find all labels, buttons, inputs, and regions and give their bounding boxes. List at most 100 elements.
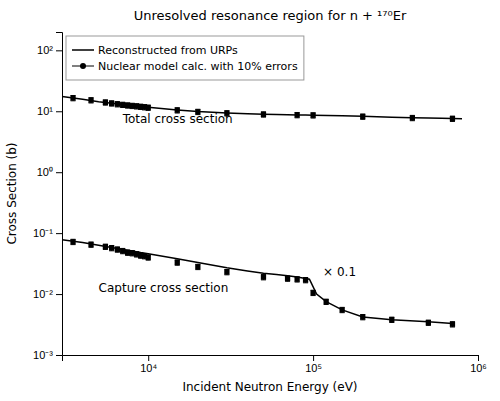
y-tick-mark xyxy=(56,355,62,356)
data-point xyxy=(109,245,114,250)
data-point xyxy=(261,112,266,117)
data-point xyxy=(261,274,266,279)
error-bar xyxy=(115,102,120,107)
error-bar xyxy=(389,317,394,322)
legend: Reconstructed from URPsNuclear model cal… xyxy=(66,36,304,80)
error-bar xyxy=(195,264,200,269)
data-point xyxy=(450,322,455,327)
error-bar xyxy=(125,250,130,255)
data-point xyxy=(115,101,120,106)
error-bar xyxy=(89,242,94,247)
data-point xyxy=(450,116,455,121)
error-bar xyxy=(146,255,151,260)
error-bar xyxy=(295,277,300,282)
error-bar xyxy=(109,245,114,250)
error-bar xyxy=(295,112,300,117)
y-tick: 10⁻² xyxy=(33,288,62,300)
data-point xyxy=(88,242,93,247)
x-tick: 10⁴ xyxy=(140,355,157,374)
x-tick: 10⁶ xyxy=(470,355,487,374)
y-tick-label: 10⁻² xyxy=(33,288,53,300)
x-tick: 10⁵ xyxy=(305,355,322,374)
legend-box xyxy=(66,36,304,80)
error-bar xyxy=(324,299,329,304)
data-point xyxy=(310,113,315,118)
data-point xyxy=(146,105,151,110)
data-point xyxy=(294,277,299,282)
data-point xyxy=(115,247,120,252)
data-point xyxy=(389,317,394,322)
error-bar xyxy=(450,322,455,327)
error-bar xyxy=(261,275,266,280)
error-bar xyxy=(311,113,316,118)
legend-label: Nuclear model calc. with 10% errors xyxy=(98,60,298,73)
data-point xyxy=(88,98,93,103)
data-point xyxy=(109,101,114,106)
y-tick: 10⁰ xyxy=(37,166,62,178)
error-bar xyxy=(426,320,431,325)
data-point xyxy=(120,102,125,107)
annotation: Capture cross section xyxy=(99,281,229,295)
y-tick: 10² xyxy=(37,44,62,56)
y-tick-label: 10⁻³ xyxy=(33,349,53,361)
data-point xyxy=(360,114,365,119)
error-bar xyxy=(311,290,316,295)
legend-symbol xyxy=(72,49,94,51)
annotations: Total cross section Capture cross section… xyxy=(99,112,356,295)
data-point xyxy=(294,112,299,117)
error-bar xyxy=(103,100,108,105)
error-bar xyxy=(360,114,365,119)
y-tick: 10⁻¹ xyxy=(33,227,62,239)
y-tick: 10⁻³ xyxy=(33,349,62,361)
x-tick-mark xyxy=(148,355,149,361)
data-point xyxy=(310,290,315,295)
y-tick: 10¹ xyxy=(37,105,62,117)
error-bar xyxy=(360,315,365,320)
error-bar xyxy=(125,103,130,108)
data-point xyxy=(224,269,229,274)
x-tick-label: 10⁵ xyxy=(305,362,322,374)
error-bar xyxy=(120,102,125,107)
error-bar xyxy=(340,307,345,312)
x-tick-label: 10⁶ xyxy=(470,362,487,374)
data-point xyxy=(303,277,308,282)
annotation: Total cross section xyxy=(122,112,233,126)
chart-container: 10⁴ 10⁵ 10⁶ 10⁻³ 10⁻² 10⁻¹ 10⁰ 10¹ 10² Total cros… xyxy=(0,0,500,401)
y-tick-mark xyxy=(56,111,62,112)
data-point xyxy=(324,299,329,304)
error-bar xyxy=(120,248,125,253)
x-axis: 10⁴ 10⁵ 10⁶ xyxy=(63,355,487,374)
error-bar xyxy=(71,96,76,101)
data-point xyxy=(146,255,151,260)
x-tick-mark xyxy=(478,355,479,361)
y-tick-mark xyxy=(56,172,62,173)
y-tick-mark xyxy=(56,294,62,295)
data-point xyxy=(103,244,108,249)
y-tick-label: 10⁻¹ xyxy=(33,227,53,239)
series-line xyxy=(62,240,452,324)
series-points xyxy=(70,239,455,327)
error-bar xyxy=(109,101,114,106)
error-bar xyxy=(450,116,455,121)
data-point xyxy=(120,248,125,253)
marks xyxy=(62,95,462,327)
x-axis-title: Incident Neutron Energy (eV) xyxy=(182,380,357,394)
chart-svg: 10⁴ 10⁵ 10⁶ 10⁻³ 10⁻² 10⁻¹ 10⁰ 10¹ 10² Total cros… xyxy=(0,0,500,401)
x-tick-mark xyxy=(313,355,314,361)
data-point xyxy=(175,260,180,265)
y-axis-line xyxy=(56,33,63,356)
data-point xyxy=(125,103,130,108)
data-point xyxy=(360,314,365,319)
x-axis-line xyxy=(63,356,479,362)
plot-area: 10⁴ 10⁵ 10⁶ 10⁻³ 10⁻² 10⁻¹ 10⁰ 10¹ 10² Total cros… xyxy=(33,33,487,374)
data-point xyxy=(426,320,431,325)
y-tick-label: 10¹ xyxy=(37,105,53,117)
x-tick-label: 10⁴ xyxy=(140,362,157,374)
error-bar xyxy=(71,239,76,244)
error-bar xyxy=(303,278,308,283)
data-point xyxy=(125,250,130,255)
error-bar xyxy=(261,112,266,117)
y-axis-title: Cross Section (b) xyxy=(5,142,19,244)
chart-title: Unresolved resonance region for n + ¹⁷⁰E… xyxy=(134,8,407,23)
data-point xyxy=(103,100,108,105)
